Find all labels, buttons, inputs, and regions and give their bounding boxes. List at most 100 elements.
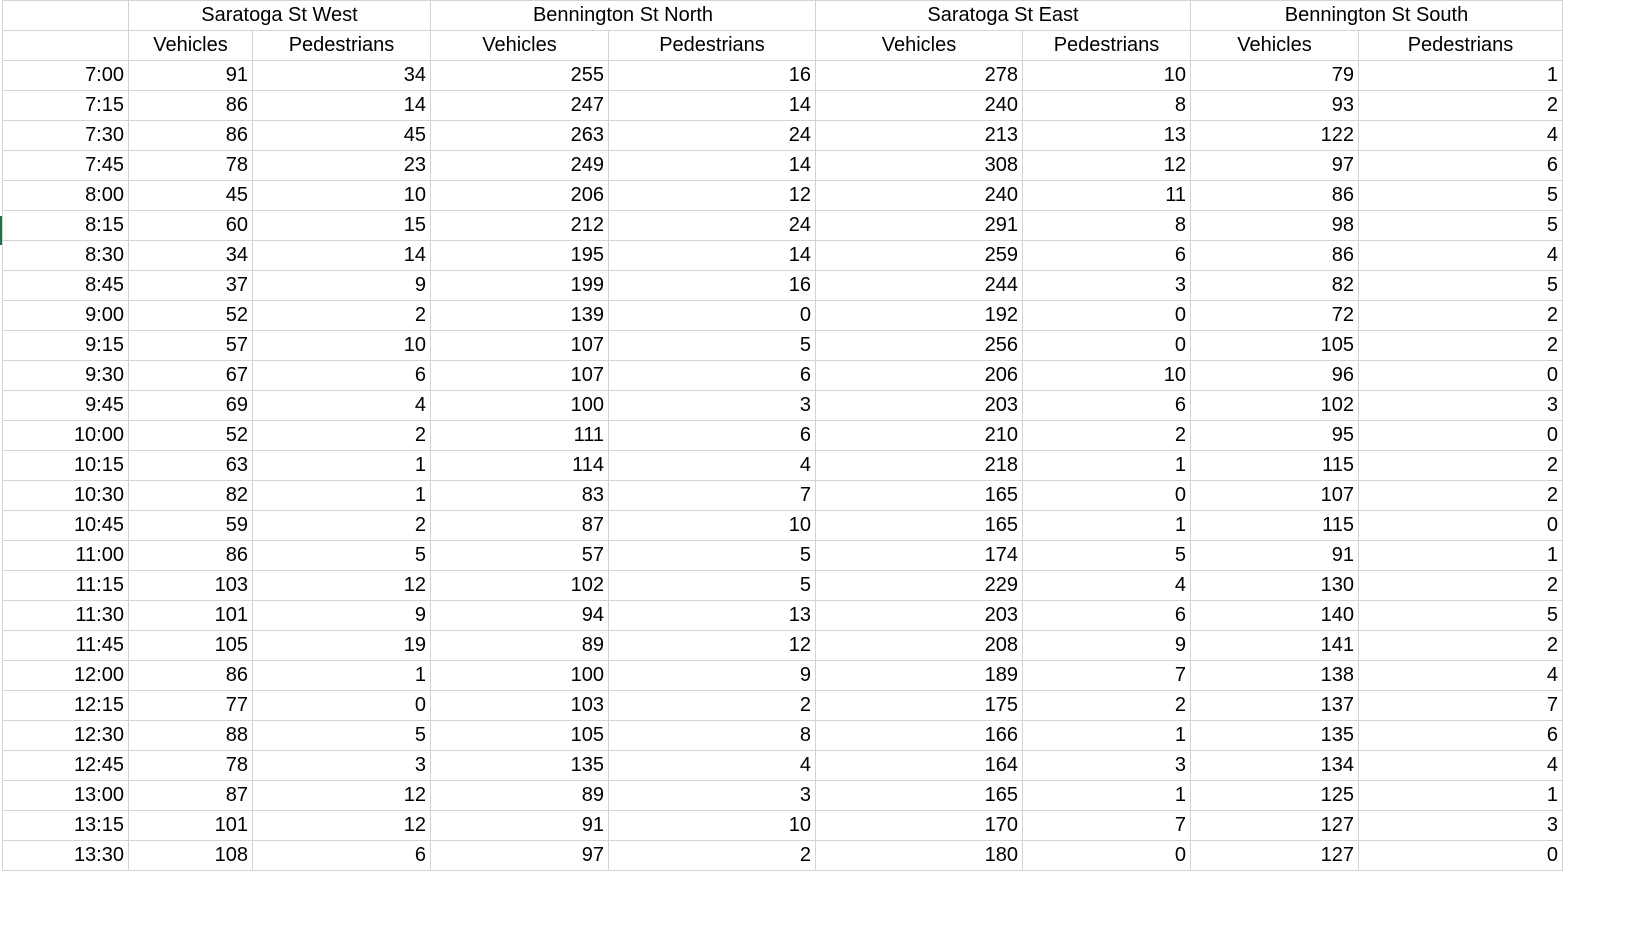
pedestrians-cell[interactable]: 5	[252, 540, 431, 571]
vehicles-cell[interactable]: 192	[815, 300, 1023, 331]
pedestrians-cell[interactable]: 1	[1358, 540, 1563, 571]
pedestrians-cell[interactable]: 5	[608, 570, 816, 601]
vehicles-cell[interactable]: 259	[815, 240, 1023, 271]
pedestrians-cell[interactable]: 19	[252, 630, 431, 661]
group-header-cell[interactable]: Saratoga St West	[128, 0, 431, 31]
time-cell[interactable]: 10:45	[2, 510, 129, 541]
vehicles-cell[interactable]: 165	[815, 780, 1023, 811]
vehicles-cell[interactable]: 105	[128, 630, 253, 661]
time-cell[interactable]: 10:30	[2, 480, 129, 511]
pedestrians-cell[interactable]: 8	[608, 720, 816, 751]
vehicles-cell[interactable]: 164	[815, 750, 1023, 781]
pedestrians-cell[interactable]: 6	[1022, 240, 1191, 271]
pedestrians-cell[interactable]: 14	[608, 240, 816, 271]
vehicles-cell[interactable]: 91	[128, 60, 253, 91]
pedestrians-cell[interactable]: 1	[1022, 780, 1191, 811]
pedestrians-cell[interactable]: 10	[252, 180, 431, 211]
sub-header-cell[interactable]: Vehicles	[128, 30, 253, 61]
pedestrians-cell[interactable]: 1	[252, 480, 431, 511]
vehicles-cell[interactable]: 93	[1190, 90, 1359, 121]
pedestrians-cell[interactable]: 14	[608, 90, 816, 121]
vehicles-cell[interactable]: 103	[430, 690, 609, 721]
vehicles-cell[interactable]: 138	[1190, 660, 1359, 691]
vehicles-cell[interactable]: 213	[815, 120, 1023, 151]
pedestrians-cell[interactable]: 2	[1358, 330, 1563, 361]
time-cell[interactable]: 12:15	[2, 690, 129, 721]
vehicles-cell[interactable]: 244	[815, 270, 1023, 301]
vehicles-cell[interactable]: 87	[430, 510, 609, 541]
vehicles-cell[interactable]: 67	[128, 360, 253, 391]
pedestrians-cell[interactable]: 13	[1022, 120, 1191, 151]
pedestrians-cell[interactable]: 7	[608, 480, 816, 511]
pedestrians-cell[interactable]: 6	[252, 360, 431, 391]
pedestrians-cell[interactable]: 0	[1358, 420, 1563, 451]
pedestrians-cell[interactable]: 9	[608, 660, 816, 691]
pedestrians-cell[interactable]: 3	[252, 750, 431, 781]
pedestrians-cell[interactable]: 4	[1358, 240, 1563, 271]
time-cell[interactable]: 12:45	[2, 750, 129, 781]
vehicles-cell[interactable]: 34	[128, 240, 253, 271]
pedestrians-cell[interactable]: 13	[608, 600, 816, 631]
pedestrians-cell[interactable]: 6	[1022, 600, 1191, 631]
vehicles-cell[interactable]: 100	[430, 660, 609, 691]
vehicles-cell[interactable]: 141	[1190, 630, 1359, 661]
time-cell[interactable]: 8:15	[2, 210, 129, 241]
pedestrians-cell[interactable]: 14	[608, 150, 816, 181]
group-header-cell[interactable]: Bennington St North	[430, 0, 816, 31]
pedestrians-cell[interactable]: 5	[608, 540, 816, 571]
pedestrians-cell[interactable]: 7	[1022, 660, 1191, 691]
pedestrians-cell[interactable]: 2	[1358, 570, 1563, 601]
vehicles-cell[interactable]: 111	[430, 420, 609, 451]
pedestrians-cell[interactable]: 8	[1022, 210, 1191, 241]
vehicles-cell[interactable]: 45	[128, 180, 253, 211]
pedestrians-cell[interactable]: 10	[252, 330, 431, 361]
pedestrians-cell[interactable]: 5	[608, 330, 816, 361]
vehicles-cell[interactable]: 86	[128, 540, 253, 571]
vehicles-cell[interactable]: 206	[815, 360, 1023, 391]
pedestrians-cell[interactable]: 0	[1022, 300, 1191, 331]
pedestrians-cell[interactable]: 6	[252, 840, 431, 871]
pedestrians-cell[interactable]: 9	[1022, 630, 1191, 661]
time-cell[interactable]: 7:30	[2, 120, 129, 151]
pedestrians-cell[interactable]: 6	[1358, 720, 1563, 751]
vehicles-cell[interactable]: 107	[430, 360, 609, 391]
pedestrians-cell[interactable]: 3	[1358, 390, 1563, 421]
vehicles-cell[interactable]: 60	[128, 210, 253, 241]
sub-header-cell[interactable]: Pedestrians	[1022, 30, 1191, 61]
pedestrians-cell[interactable]: 2	[252, 510, 431, 541]
time-cell[interactable]: 9:30	[2, 360, 129, 391]
pedestrians-cell[interactable]: 12	[252, 780, 431, 811]
pedestrians-cell[interactable]: 6	[1022, 390, 1191, 421]
vehicles-cell[interactable]: 69	[128, 390, 253, 421]
vehicles-cell[interactable]: 63	[128, 450, 253, 481]
pedestrians-cell[interactable]: 1	[252, 660, 431, 691]
pedestrians-cell[interactable]: 14	[252, 90, 431, 121]
time-cell[interactable]: 8:00	[2, 180, 129, 211]
time-cell[interactable]: 9:45	[2, 390, 129, 421]
pedestrians-cell[interactable]: 1	[252, 450, 431, 481]
vehicles-cell[interactable]: 77	[128, 690, 253, 721]
pedestrians-cell[interactable]: 8	[1022, 90, 1191, 121]
spreadsheet-grid[interactable]: Saratoga St West Bennington St North Sar…	[2, 0, 1563, 871]
pedestrians-cell[interactable]: 2	[1358, 450, 1563, 481]
vehicles-cell[interactable]: 115	[1190, 450, 1359, 481]
vehicles-cell[interactable]: 82	[128, 480, 253, 511]
vehicles-cell[interactable]: 189	[815, 660, 1023, 691]
vehicles-cell[interactable]: 247	[430, 90, 609, 121]
vehicles-cell[interactable]: 86	[128, 660, 253, 691]
vehicles-cell[interactable]: 72	[1190, 300, 1359, 331]
pedestrians-cell[interactable]: 4	[252, 390, 431, 421]
time-cell[interactable]: 8:45	[2, 270, 129, 301]
vehicles-cell[interactable]: 102	[430, 570, 609, 601]
pedestrians-cell[interactable]: 2	[1358, 480, 1563, 511]
vehicles-cell[interactable]: 97	[1190, 150, 1359, 181]
vehicles-cell[interactable]: 240	[815, 90, 1023, 121]
vehicles-cell[interactable]: 195	[430, 240, 609, 271]
pedestrians-cell[interactable]: 2	[252, 420, 431, 451]
pedestrians-cell[interactable]: 16	[608, 270, 816, 301]
time-cell[interactable]: 11:00	[2, 540, 129, 571]
pedestrians-cell[interactable]: 4	[608, 750, 816, 781]
vehicles-cell[interactable]: 52	[128, 420, 253, 451]
vehicles-cell[interactable]: 125	[1190, 780, 1359, 811]
pedestrians-cell[interactable]: 10	[1022, 360, 1191, 391]
